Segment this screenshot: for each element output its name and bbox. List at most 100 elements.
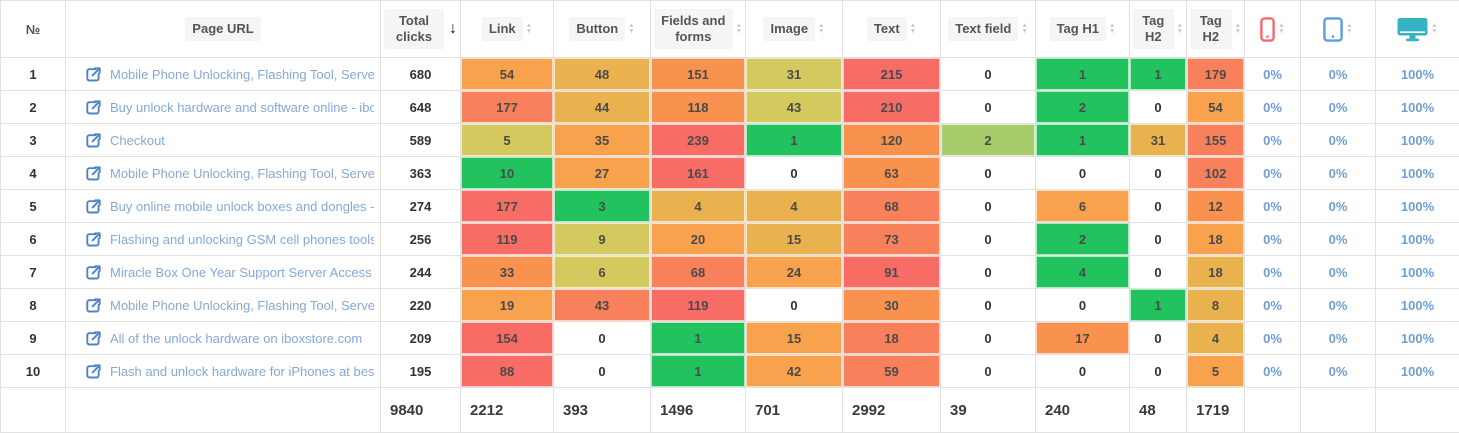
heat-cell-fields-and-forms: 20 <box>651 223 746 256</box>
table-row: 7 Miracle Box One Year Support Server Acc… <box>1 256 1459 289</box>
heat-cell-tag-h2-2: 54 <box>1187 91 1245 124</box>
column-header-tag-h1[interactable]: Tag H1▲▼ <box>1036 1 1130 58</box>
heat-cell-button: 3 <box>554 190 651 223</box>
sort-arrows-icon[interactable]: ▲▼ <box>1021 23 1027 36</box>
column-header-mobile[interactable]: ▲▼ <box>1245 1 1301 58</box>
external-link-icon[interactable] <box>86 199 101 214</box>
external-link-icon[interactable] <box>86 100 101 115</box>
external-link-icon[interactable] <box>86 67 101 82</box>
column-header-total-clicks[interactable]: Total clicks ↓ <box>381 1 461 58</box>
page-url-link[interactable]: Flash and unlock hardware for iPhones at… <box>110 364 374 379</box>
heat-cell-button: 44 <box>554 91 651 124</box>
device-percent-cell-mobile: 0% <box>1245 157 1301 190</box>
page-url-link[interactable]: Mobile Phone Unlocking, Flashing Tool, S… <box>110 67 374 82</box>
sort-arrows-icon[interactable]: ▲▼ <box>1431 23 1437 36</box>
heat-cell-text-field: 0 <box>941 322 1036 355</box>
device-percent-cell-desktop: 100% <box>1376 256 1459 289</box>
heat-cell-link: 54 <box>461 58 554 91</box>
page-url-link[interactable]: Buy unlock hardware and software online … <box>110 100 374 115</box>
device-percent-cell-mobile: 0% <box>1245 256 1301 289</box>
heat-cell-fields-and-forms: 4 <box>651 190 746 223</box>
footer-empty-mobile <box>1245 388 1301 433</box>
heat-cell-tag-h1: 0 <box>1036 157 1130 190</box>
heat-cell-tag-h2-2: 5 <box>1187 355 1245 388</box>
heat-cell-link: 177 <box>461 91 554 124</box>
column-header-label: Tag H2 <box>1133 9 1174 50</box>
column-header-tag-h2[interactable]: Tag H2▲▼ <box>1130 1 1187 58</box>
num-header-label: № <box>26 22 41 37</box>
device-percent-cell-desktop: 100% <box>1376 289 1459 322</box>
device-percent-cell-mobile: 0% <box>1245 322 1301 355</box>
sort-arrows-icon[interactable]: ▲▼ <box>736 23 742 36</box>
heat-cell-text-field: 0 <box>941 58 1036 91</box>
heat-cell-text: 68 <box>843 190 941 223</box>
sort-arrows-icon[interactable]: ▲▼ <box>526 23 532 36</box>
sort-arrows-icon[interactable]: ▲▼ <box>1235 23 1241 36</box>
footer-total-image: 701 <box>746 388 843 433</box>
sort-arrows-icon[interactable]: ▲▼ <box>628 23 634 36</box>
column-header-text[interactable]: Text▲▼ <box>843 1 941 58</box>
page-url-link[interactable]: Mobile Phone Unlocking, Flashing Tool, S… <box>110 298 374 313</box>
mobile-icon <box>1260 17 1275 42</box>
heat-cell-tag-h2: 0 <box>1130 256 1187 289</box>
sort-arrows-icon[interactable]: ▲▼ <box>910 23 916 36</box>
page-url-link[interactable]: Mobile Phone Unlocking, Flashing Tool, S… <box>110 166 374 181</box>
heat-cell-image: 24 <box>746 256 843 289</box>
heat-cell-button: 27 <box>554 157 651 190</box>
sort-desc-arrow-icon[interactable]: ↓ <box>449 20 457 38</box>
column-header-page-url: Page URL <box>66 1 381 58</box>
page-url-link[interactable]: Checkout <box>110 133 165 148</box>
page-url-link[interactable]: Miracle Box One Year Support Server Acce… <box>110 265 374 280</box>
heat-cell-tag-h1: 2 <box>1036 91 1130 124</box>
total-clicks-header-label: Total clicks <box>384 9 444 50</box>
column-header-link[interactable]: Link▲▼ <box>461 1 554 58</box>
sort-arrows-icon[interactable]: ▲▼ <box>1109 23 1115 36</box>
total-clicks-cell: 195 <box>381 355 461 388</box>
heat-cell-image: 42 <box>746 355 843 388</box>
device-percent-cell-tablet: 0% <box>1301 91 1376 124</box>
heat-cell-text: 120 <box>843 124 941 157</box>
external-link-icon[interactable] <box>86 298 101 313</box>
heat-cell-tag-h2: 0 <box>1130 157 1187 190</box>
sort-arrows-icon[interactable]: ▲▼ <box>1278 23 1284 36</box>
external-link-icon[interactable] <box>86 364 101 379</box>
device-percent-cell-tablet: 0% <box>1301 355 1376 388</box>
heat-cell-tag-h1: 0 <box>1036 355 1130 388</box>
sort-arrows-icon[interactable]: ▲▼ <box>1177 23 1183 36</box>
external-link-icon[interactable] <box>86 331 101 346</box>
total-clicks-cell: 680 <box>381 58 461 91</box>
row-number: 7 <box>1 256 66 289</box>
row-number: 9 <box>1 322 66 355</box>
device-percent-cell-tablet: 0% <box>1301 124 1376 157</box>
sort-arrows-icon[interactable]: ▲▼ <box>1346 23 1352 36</box>
page-url-link[interactable]: All of the unlock hardware on iboxstore.… <box>110 331 362 346</box>
heat-cell-fields-and-forms: 151 <box>651 58 746 91</box>
page-url-link[interactable]: Flashing and unlocking GSM cell phones t… <box>110 232 374 247</box>
heat-cell-fields-and-forms: 119 <box>651 289 746 322</box>
external-link-icon[interactable] <box>86 166 101 181</box>
external-link-icon[interactable] <box>86 133 101 148</box>
heat-cell-tag-h1: 0 <box>1036 289 1130 322</box>
heat-cell-button: 43 <box>554 289 651 322</box>
column-header-fields-and-forms[interactable]: Fields and forms▲▼ <box>651 1 746 58</box>
external-link-icon[interactable] <box>86 232 101 247</box>
footer-total-tag-h2-2: 1719 <box>1187 388 1245 433</box>
row-number: 3 <box>1 124 66 157</box>
page-url-link[interactable]: Buy online mobile unlock boxes and dongl… <box>110 199 374 214</box>
external-link-icon[interactable] <box>86 265 101 280</box>
column-header-tag-h2-2[interactable]: Tag H2▲▼ <box>1187 1 1245 58</box>
header-row: № Page URL Total clicks ↓ Link▲▼Button▲▼F… <box>1 1 1459 58</box>
heat-cell-button: 48 <box>554 58 651 91</box>
column-header-button[interactable]: Button▲▼ <box>554 1 651 58</box>
total-clicks-cell: 256 <box>381 223 461 256</box>
column-header-text-field[interactable]: Text field▲▼ <box>941 1 1036 58</box>
device-percent-cell-tablet: 0% <box>1301 157 1376 190</box>
column-header-desktop[interactable]: ▲▼ <box>1376 1 1459 58</box>
column-header-tablet[interactable]: ▲▼ <box>1301 1 1376 58</box>
column-header-image[interactable]: Image▲▼ <box>746 1 843 58</box>
heat-cell-image: 15 <box>746 322 843 355</box>
sort-arrows-icon[interactable]: ▲▼ <box>818 23 824 36</box>
